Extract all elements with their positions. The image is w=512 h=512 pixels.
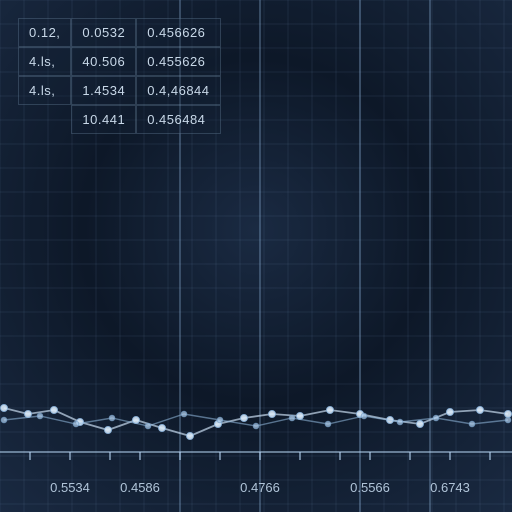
data-readout-table: 0.12,0.05320.4566264.ls,40.5060.4556264.… — [18, 18, 221, 134]
table-row: 10.4410.456484 — [18, 105, 221, 134]
x-tick-label: 0.6743 — [430, 480, 470, 495]
table-row: 4.ls,40.5060.455626 — [18, 47, 221, 76]
x-tick-label: 0.5534 — [50, 480, 90, 495]
x-tick-label: 0.5566 — [350, 480, 390, 495]
table-cell — [18, 105, 71, 134]
table-cell: 1.4534 — [71, 76, 136, 105]
table-row: 0.12,0.05320.456626 — [18, 18, 221, 47]
table-cell: 0.4,46844 — [136, 76, 220, 105]
table-cell: 4.ls, — [18, 76, 71, 105]
table-cell: 0.0532 — [71, 18, 136, 47]
x-tick-label: 0.4766 — [240, 480, 280, 495]
table-cell: 0.456484 — [136, 105, 220, 134]
x-axis-labels: 0.5534 0.4586 0.4766 0.5566 0.6743 — [0, 480, 512, 504]
table-cell: 10.441 — [71, 105, 136, 134]
table-cell: 0.455626 — [136, 47, 220, 76]
table-cell: 0.12, — [18, 18, 71, 47]
table-cell: 0.456626 — [136, 18, 220, 47]
table-row: 4.ls,1.45340.4,46844 — [18, 76, 221, 105]
table-cell: 40.506 — [71, 47, 136, 76]
x-tick-label: 0.4586 — [120, 480, 160, 495]
chart-stage: 0.12,0.05320.4566264.ls,40.5060.4556264.… — [0, 0, 512, 512]
table-cell: 4.ls, — [18, 47, 71, 76]
